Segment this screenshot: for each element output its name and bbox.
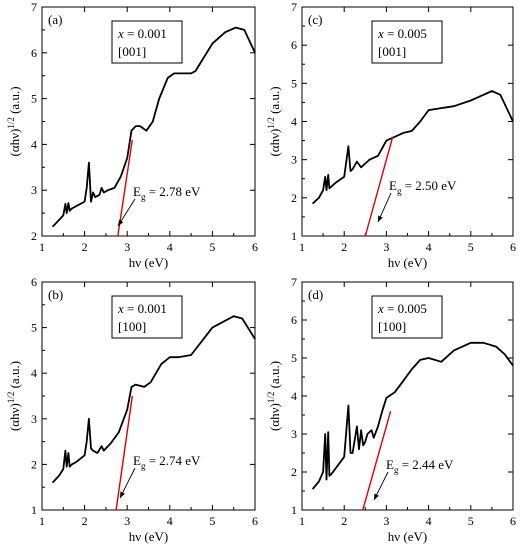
bandgap-label: Eg = 2.44 eV	[386, 457, 454, 475]
y-tick-label: 7	[31, 0, 37, 14]
y-axis-title: (αhν)1/2 (a.u.)	[6, 86, 22, 156]
x-tick-label: 3	[383, 240, 389, 254]
bandgap-label: Eg = 2.74 eV	[133, 453, 201, 471]
y-tick-label: 6	[31, 46, 37, 60]
tauc-fit-line	[115, 395, 134, 511]
tauc-fit-line	[117, 139, 134, 237]
y-tick-label: 2	[31, 229, 37, 243]
y-tick-label: 4	[31, 137, 37, 151]
panel-d: 1 2 3 4 5 6 1 2 3 4 5 6 7 hν (eV) (αhν)1/2 (a.u.) (d) x …	[266, 275, 516, 544]
x-tick-label: 1	[39, 240, 45, 254]
y-tick-label: 3	[291, 153, 297, 167]
legend-box	[111, 20, 183, 64]
x-tick-label: 6	[510, 514, 516, 528]
x-tick-label: 3	[383, 514, 389, 528]
y-tick-label: 3	[31, 183, 37, 197]
x-tick-label: 2	[341, 514, 347, 528]
composition-label: x = 0.005	[377, 301, 427, 316]
absorption-curve	[51, 26, 256, 228]
y-tick-label: 3	[31, 412, 37, 426]
y-axis-title: (αhν)1/2 (a.u.)	[266, 361, 282, 431]
bandgap-label: Eg = 2.50 eV	[389, 178, 457, 196]
x-axis-title: hν (eV)	[388, 255, 427, 270]
x-tick-label: 2	[82, 514, 88, 528]
arrow-head	[374, 493, 379, 500]
legend-box	[371, 20, 443, 64]
panel-label: (c)	[308, 12, 322, 27]
x-tick-label: 1	[299, 240, 305, 254]
x-axis-title: hν (eV)	[388, 529, 427, 544]
y-tick-label: 2	[291, 191, 297, 205]
absorption-curve	[311, 90, 514, 205]
x-tick-label: 1	[39, 514, 45, 528]
x-tick-label: 6	[252, 514, 258, 528]
tauc-fit-line	[362, 411, 392, 511]
arrow-head	[120, 491, 125, 498]
arrow-head	[378, 215, 383, 222]
y-tick-label: 1	[31, 503, 37, 517]
tauc-fit-line	[364, 136, 394, 237]
direction-label: [100]	[118, 319, 146, 334]
y-tick-label: 5	[31, 321, 37, 335]
y-tick-label: 5	[291, 351, 297, 365]
y-axis-title: (αhν)1/2 (a.u.)	[266, 86, 282, 156]
x-tick-label: 4	[426, 514, 432, 528]
composition-label: x = 0.001	[117, 301, 167, 316]
y-tick-label: 5	[291, 76, 297, 90]
y-tick-label: 4	[291, 115, 297, 129]
panel-b: 1 2 3 4 5 6 1 2 3 4 5 6 hν (eV) (αhν)1/2 (a.u.) (b) x =…	[6, 275, 258, 544]
x-tick-label: 2	[82, 240, 88, 254]
direction-label: [100]	[378, 319, 406, 334]
x-tick-label: 5	[468, 514, 474, 528]
y-tick-label: 2	[291, 465, 297, 479]
x-tick-label: 5	[468, 240, 474, 254]
y-tick-label: 6	[291, 38, 297, 52]
x-tick-label: 4	[167, 514, 173, 528]
x-axis-title: hν (eV)	[129, 255, 168, 270]
y-tick-label: 7	[291, 275, 297, 289]
direction-label: [001]	[378, 44, 406, 59]
x-tick-label: 6	[510, 240, 516, 254]
x-axis-title: hν (eV)	[129, 529, 168, 544]
y-tick-label: 2	[31, 457, 37, 471]
panel-label: (b)	[48, 287, 63, 302]
panel-label: (a)	[48, 12, 62, 27]
composition-label: x = 0.001	[117, 26, 167, 41]
x-tick-label: 3	[124, 240, 130, 254]
y-tick-label: 3	[291, 427, 297, 441]
arrow-head	[118, 219, 124, 226]
absorption-curve	[51, 315, 256, 484]
panel-c: 1 2 3 4 5 6 1 2 3 4 5 6 7 hν (eV) (αhν)1/2 (a.u.) (c) x …	[266, 0, 516, 270]
y-tick-label: 4	[31, 366, 37, 380]
legend-box	[111, 295, 183, 339]
x-tick-label: 4	[167, 240, 173, 254]
x-tick-label: 1	[299, 514, 305, 528]
bandgap-label: Eg = 2.78 eV	[133, 184, 201, 202]
x-tick-label: 3	[124, 514, 130, 528]
y-tick-label: 1	[291, 503, 297, 517]
y-tick-label: 4	[291, 389, 297, 403]
y-tick-label: 7	[291, 0, 297, 14]
y-tick-label: 6	[31, 275, 37, 289]
y-axis-title: (αhν)1/2 (a.u.)	[6, 361, 22, 431]
x-tick-label: 4	[426, 240, 432, 254]
panel-label: (d)	[308, 287, 323, 302]
legend-box	[371, 295, 443, 339]
composition-label: x = 0.005	[377, 26, 427, 41]
x-tick-label: 6	[252, 240, 258, 254]
y-tick-label: 1	[291, 229, 297, 243]
x-tick-label: 5	[209, 514, 215, 528]
direction-label: [001]	[118, 44, 146, 59]
y-tick-label: 6	[291, 313, 297, 327]
x-tick-label: 5	[209, 240, 215, 254]
y-tick-label: 5	[31, 92, 37, 106]
x-tick-label: 2	[341, 240, 347, 254]
absorption-curve	[311, 341, 514, 490]
